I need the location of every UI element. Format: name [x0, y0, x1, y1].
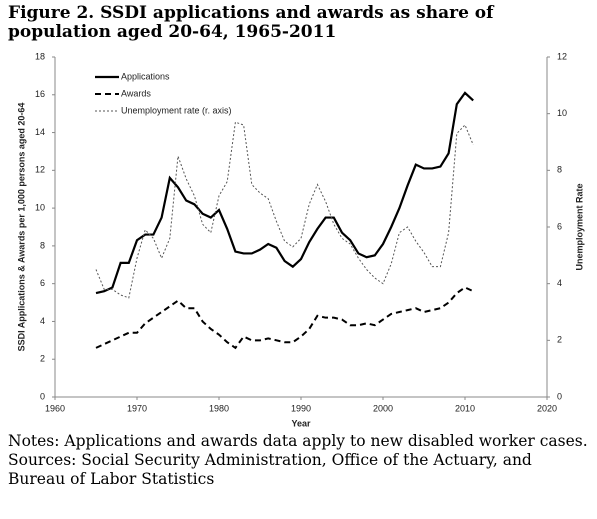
legend-label: Unemployment rate (r. axis) — [121, 105, 232, 115]
y-tick-label: 14 — [35, 127, 45, 137]
y2-tick-label: 2 — [557, 335, 562, 345]
y2-tick-label: 4 — [557, 278, 562, 288]
note: Sources: Social Security Administration,… — [8, 451, 532, 488]
y2-tick-label: 6 — [557, 221, 562, 231]
y2-tick-label: 12 — [557, 51, 567, 61]
note: Notes: Applications and awards data appl… — [8, 432, 588, 450]
y-tick-label: 4 — [40, 316, 45, 326]
y2-tick-label: 10 — [557, 108, 567, 118]
x-tick-label: 2010 — [455, 403, 475, 413]
series-line — [95, 286, 474, 350]
y-tick-label: 2 — [40, 354, 45, 364]
x-tick-label: 1970 — [127, 403, 147, 413]
x-axis-label: Year — [291, 418, 311, 428]
chart-title: Figure 2. SSDI applications and awards a… — [8, 3, 494, 42]
y2-axis-label: Unemployment Rate — [574, 183, 584, 270]
legend-label: Awards — [121, 88, 151, 98]
y2-tick-label: 0 — [557, 391, 562, 401]
x-tick-label: 1960 — [45, 403, 65, 413]
y-axis-label: SSDI Applications & Awards per 1,000 per… — [16, 103, 26, 352]
x-tick-label: 1980 — [209, 403, 229, 413]
notes: Notes: Applications and awards data appl… — [8, 432, 588, 489]
x-tick-label: 2020 — [537, 403, 557, 413]
y-tick-label: 12 — [35, 165, 45, 175]
y-tick-label: 0 — [40, 391, 45, 401]
y-tick-label: 8 — [40, 240, 45, 250]
y-tick-label: 16 — [35, 89, 45, 99]
y2-tick-label: 8 — [557, 165, 562, 175]
y-tick-label: 10 — [35, 202, 45, 212]
series-line — [95, 121, 474, 299]
y-tick-label: 18 — [35, 51, 45, 61]
chart: 0 2 4 6 8 10 12 14 16 18 0 2 4 6 8 10 12 1960 1970 1980 1990… — [16, 51, 584, 428]
legend-label: Applications — [121, 71, 170, 81]
x-tick-label: 1990 — [291, 403, 311, 413]
series-line — [95, 91, 474, 295]
x-tick-label: 2000 — [373, 403, 393, 413]
y-tick-label: 6 — [40, 278, 45, 288]
